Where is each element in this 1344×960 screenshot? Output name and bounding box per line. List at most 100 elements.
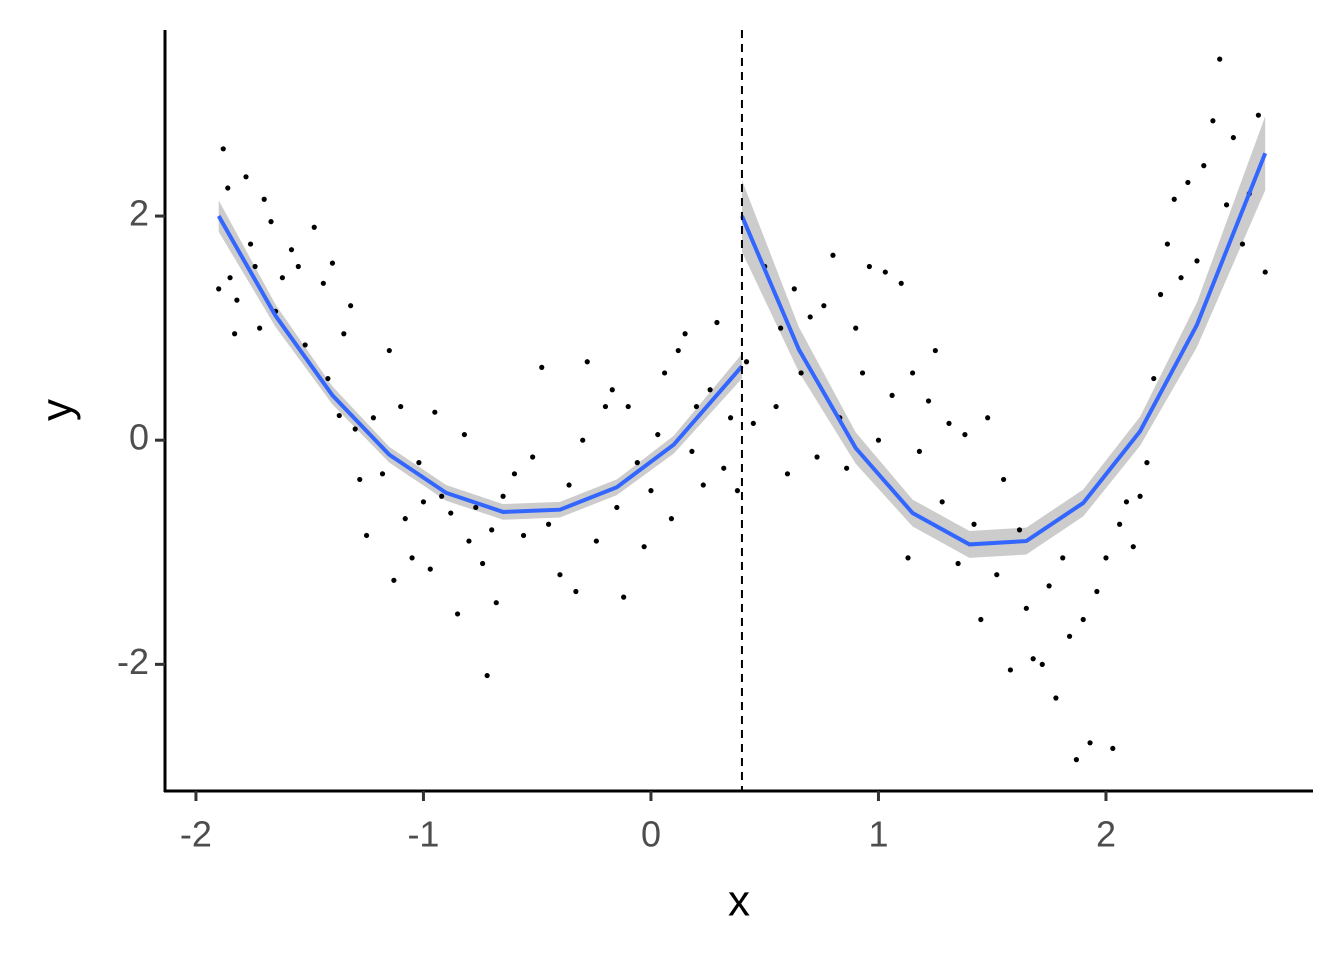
data-point	[634, 460, 640, 466]
data-point	[909, 370, 916, 376]
data-point	[325, 375, 331, 382]
data-point	[1066, 633, 1073, 639]
y-tick-label: 2	[129, 193, 149, 234]
data-point	[882, 269, 888, 275]
data-point	[363, 532, 370, 539]
data-point	[1230, 134, 1236, 141]
data-point	[357, 476, 363, 483]
data-point	[493, 600, 499, 606]
data-point	[853, 325, 859, 331]
data-point	[466, 538, 472, 544]
data-point	[427, 566, 433, 572]
data-point	[689, 448, 695, 455]
data-point	[614, 504, 620, 511]
data-point	[220, 146, 226, 152]
data-point	[1103, 555, 1109, 561]
data-point	[1185, 179, 1191, 186]
confidence-band	[741, 116, 1266, 558]
data-point	[1080, 616, 1086, 623]
x-tick-label: -2	[180, 814, 212, 855]
data-point	[1123, 499, 1130, 505]
data-point	[734, 488, 741, 494]
data-point	[662, 370, 668, 376]
data-point	[295, 263, 301, 270]
data-point	[1030, 656, 1036, 662]
x-tick-label: 1	[868, 814, 888, 855]
data-point	[352, 426, 358, 432]
data-point	[1060, 555, 1066, 561]
data-point	[807, 314, 813, 320]
data-point	[1210, 118, 1216, 124]
data-point	[655, 431, 661, 438]
data-point	[539, 364, 545, 370]
data-point	[593, 538, 599, 544]
data-point	[370, 415, 376, 421]
data-point	[252, 263, 258, 270]
data-point	[416, 460, 422, 466]
data-point	[791, 286, 797, 292]
data-point	[225, 185, 231, 191]
data-point	[778, 325, 784, 331]
data-point	[341, 331, 347, 337]
data-point	[727, 415, 734, 421]
data-point	[985, 415, 991, 421]
data-point	[625, 403, 631, 410]
data-point	[320, 280, 326, 286]
data-point	[898, 280, 904, 286]
y-tick-label: 0	[129, 417, 149, 458]
data-point	[830, 252, 836, 258]
y-tick-label: -2	[117, 641, 149, 682]
data-point	[454, 611, 461, 617]
data-point	[1164, 241, 1170, 247]
data-point	[1087, 740, 1093, 746]
data-point	[905, 555, 911, 561]
data-point	[714, 319, 720, 326]
data-point	[866, 263, 872, 270]
data-point	[932, 347, 938, 354]
data-point	[668, 516, 675, 522]
data-point	[232, 331, 238, 337]
data-point	[875, 437, 882, 443]
data-point	[257, 325, 263, 331]
data-point	[279, 275, 285, 281]
data-point	[511, 471, 518, 477]
data-point	[288, 247, 295, 253]
data-point	[707, 387, 713, 393]
data-point	[336, 412, 342, 419]
data-point	[994, 572, 1000, 578]
data-point	[1255, 112, 1261, 118]
data-point	[530, 454, 536, 460]
data-point	[955, 560, 961, 567]
data-point	[962, 431, 968, 438]
data-point	[743, 359, 750, 365]
data-point	[420, 499, 427, 505]
data-point	[621, 594, 627, 600]
data-point	[1239, 241, 1246, 247]
data-point	[675, 347, 681, 354]
data-point	[602, 403, 609, 410]
data-point	[1130, 544, 1136, 550]
data-point	[916, 448, 923, 455]
data-point	[1157, 291, 1164, 298]
data-point	[978, 616, 984, 623]
data-point	[821, 303, 827, 309]
data-point	[700, 482, 706, 488]
data-point	[234, 297, 240, 303]
data-point	[311, 224, 317, 230]
data-point	[859, 370, 866, 376]
data-point	[432, 409, 438, 415]
data-point	[247, 241, 254, 247]
data-point	[520, 532, 527, 539]
data-point	[391, 577, 397, 583]
data-point	[409, 555, 415, 561]
x-tick-label: 0	[641, 814, 661, 855]
data-point	[584, 359, 590, 365]
data-point	[798, 370, 804, 376]
data-point	[648, 488, 654, 494]
data-point	[1073, 757, 1079, 763]
data-point	[1110, 745, 1116, 752]
data-point	[573, 588, 579, 595]
data-point	[1178, 275, 1184, 281]
data-point	[971, 521, 977, 527]
